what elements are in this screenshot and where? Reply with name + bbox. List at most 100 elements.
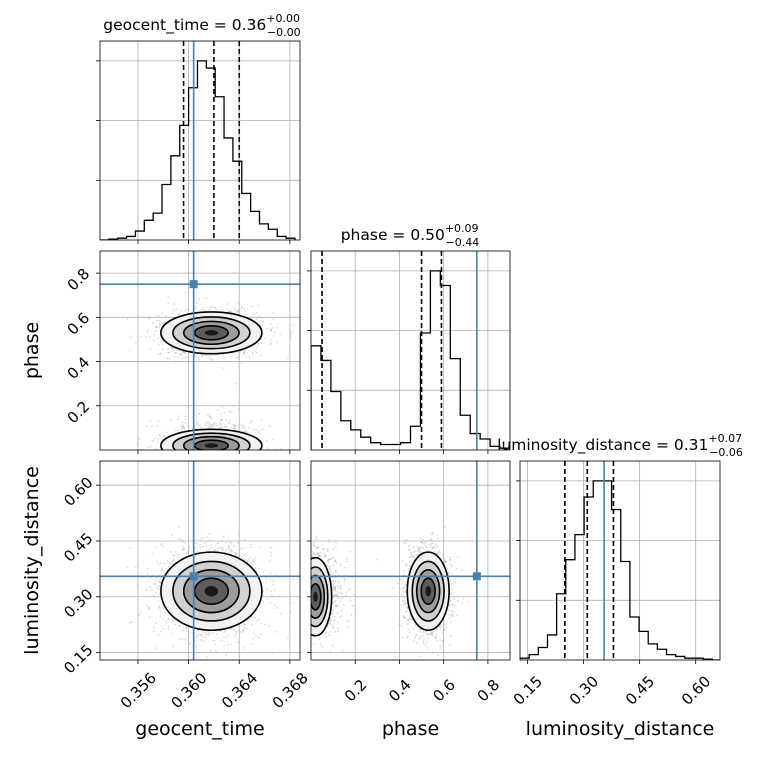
sample-point	[244, 310, 247, 312]
sample-point	[171, 346, 174, 349]
sample-point	[204, 541, 207, 544]
sample-point	[178, 624, 181, 627]
sample-point	[220, 419, 223, 421]
sample-point	[177, 356, 180, 359]
sample-point	[249, 432, 252, 434]
sample-point	[238, 354, 241, 357]
sample-point	[159, 581, 162, 584]
sample-point	[265, 577, 268, 580]
sample-point	[162, 618, 164, 620]
sample-point	[155, 437, 157, 440]
sample-point	[178, 624, 180, 627]
sample-point	[156, 337, 159, 340]
sample-point	[206, 536, 208, 539]
sample-point	[146, 568, 149, 570]
sample-point	[157, 606, 160, 609]
sample-point	[259, 633, 262, 635]
sample-point	[292, 578, 295, 581]
sample-point	[243, 353, 245, 356]
sample-point	[168, 358, 171, 360]
sample-point	[159, 562, 162, 565]
sample-point	[289, 336, 292, 339]
sample-point	[176, 349, 179, 352]
sample-point	[162, 607, 165, 610]
sample-point	[149, 586, 152, 589]
sample-point	[159, 324, 161, 326]
sample-point	[219, 427, 222, 430]
sample-point	[270, 342, 272, 345]
sample-point	[216, 542, 219, 544]
sample-point	[177, 418, 180, 420]
sample-point	[224, 629, 226, 632]
panel-phase-vs-geocent_time	[96, 250, 301, 454]
sample-point	[146, 605, 148, 607]
sample-point	[248, 558, 250, 561]
sample-point	[250, 305, 253, 307]
sample-point	[182, 541, 185, 543]
sample-point	[184, 422, 187, 424]
sample-point	[167, 302, 170, 305]
sample-point	[233, 425, 235, 428]
sample-point	[146, 331, 149, 334]
sample-point	[159, 580, 162, 583]
sample-point	[213, 421, 216, 424]
sample-point	[221, 540, 223, 543]
sample-point	[185, 628, 187, 631]
sample-point	[206, 655, 209, 658]
sample-point	[200, 537, 203, 540]
sample-point	[207, 421, 210, 424]
sample-point	[243, 427, 246, 429]
sample-point	[227, 544, 230, 547]
sample-point	[172, 644, 175, 647]
sample-point	[233, 545, 236, 548]
sample-point	[155, 560, 158, 563]
sample-point	[194, 356, 197, 359]
sample-point	[159, 352, 162, 355]
sample-point	[230, 426, 233, 429]
sample-point	[222, 354, 225, 357]
sample-point	[224, 549, 227, 552]
sample-point	[212, 424, 215, 427]
sample-point	[157, 420, 160, 422]
sample-point	[268, 624, 270, 627]
sample-point	[212, 359, 214, 361]
sample-point	[186, 356, 189, 359]
sample-point	[269, 572, 272, 575]
sample-point	[262, 320, 265, 323]
sample-point	[183, 428, 186, 431]
sample-point	[154, 330, 157, 333]
sample-point	[177, 554, 180, 557]
sample-point	[234, 306, 236, 309]
sample-point	[266, 597, 269, 600]
sample-point	[170, 550, 173, 553]
sample-point	[149, 445, 152, 448]
sample-point	[152, 438, 155, 441]
contour-line	[160, 428, 263, 450]
sample-point	[236, 310, 239, 313]
sample-point	[255, 318, 258, 321]
sample-point	[214, 549, 217, 552]
sample-point	[186, 308, 189, 311]
sample-point	[154, 447, 157, 450]
sample-point	[272, 652, 274, 654]
sample-point	[273, 334, 276, 337]
sample-point	[201, 631, 204, 633]
sample-point	[170, 632, 173, 635]
sample-point	[246, 307, 249, 310]
sample-point	[182, 628, 184, 630]
sample-point	[149, 577, 152, 579]
sample-point	[244, 553, 247, 556]
sample-point	[234, 427, 236, 430]
sample-point	[274, 588, 276, 591]
sample-point	[237, 542, 240, 545]
sample-point	[241, 306, 243, 308]
sample-point	[163, 434, 166, 437]
sample-point	[230, 550, 233, 553]
sample-point	[177, 430, 180, 433]
sample-point	[234, 553, 237, 556]
sample-point	[208, 355, 211, 358]
sample-point	[173, 554, 176, 557]
sample-point	[174, 623, 177, 626]
sample-point	[243, 352, 246, 355]
sample-point	[203, 537, 205, 540]
